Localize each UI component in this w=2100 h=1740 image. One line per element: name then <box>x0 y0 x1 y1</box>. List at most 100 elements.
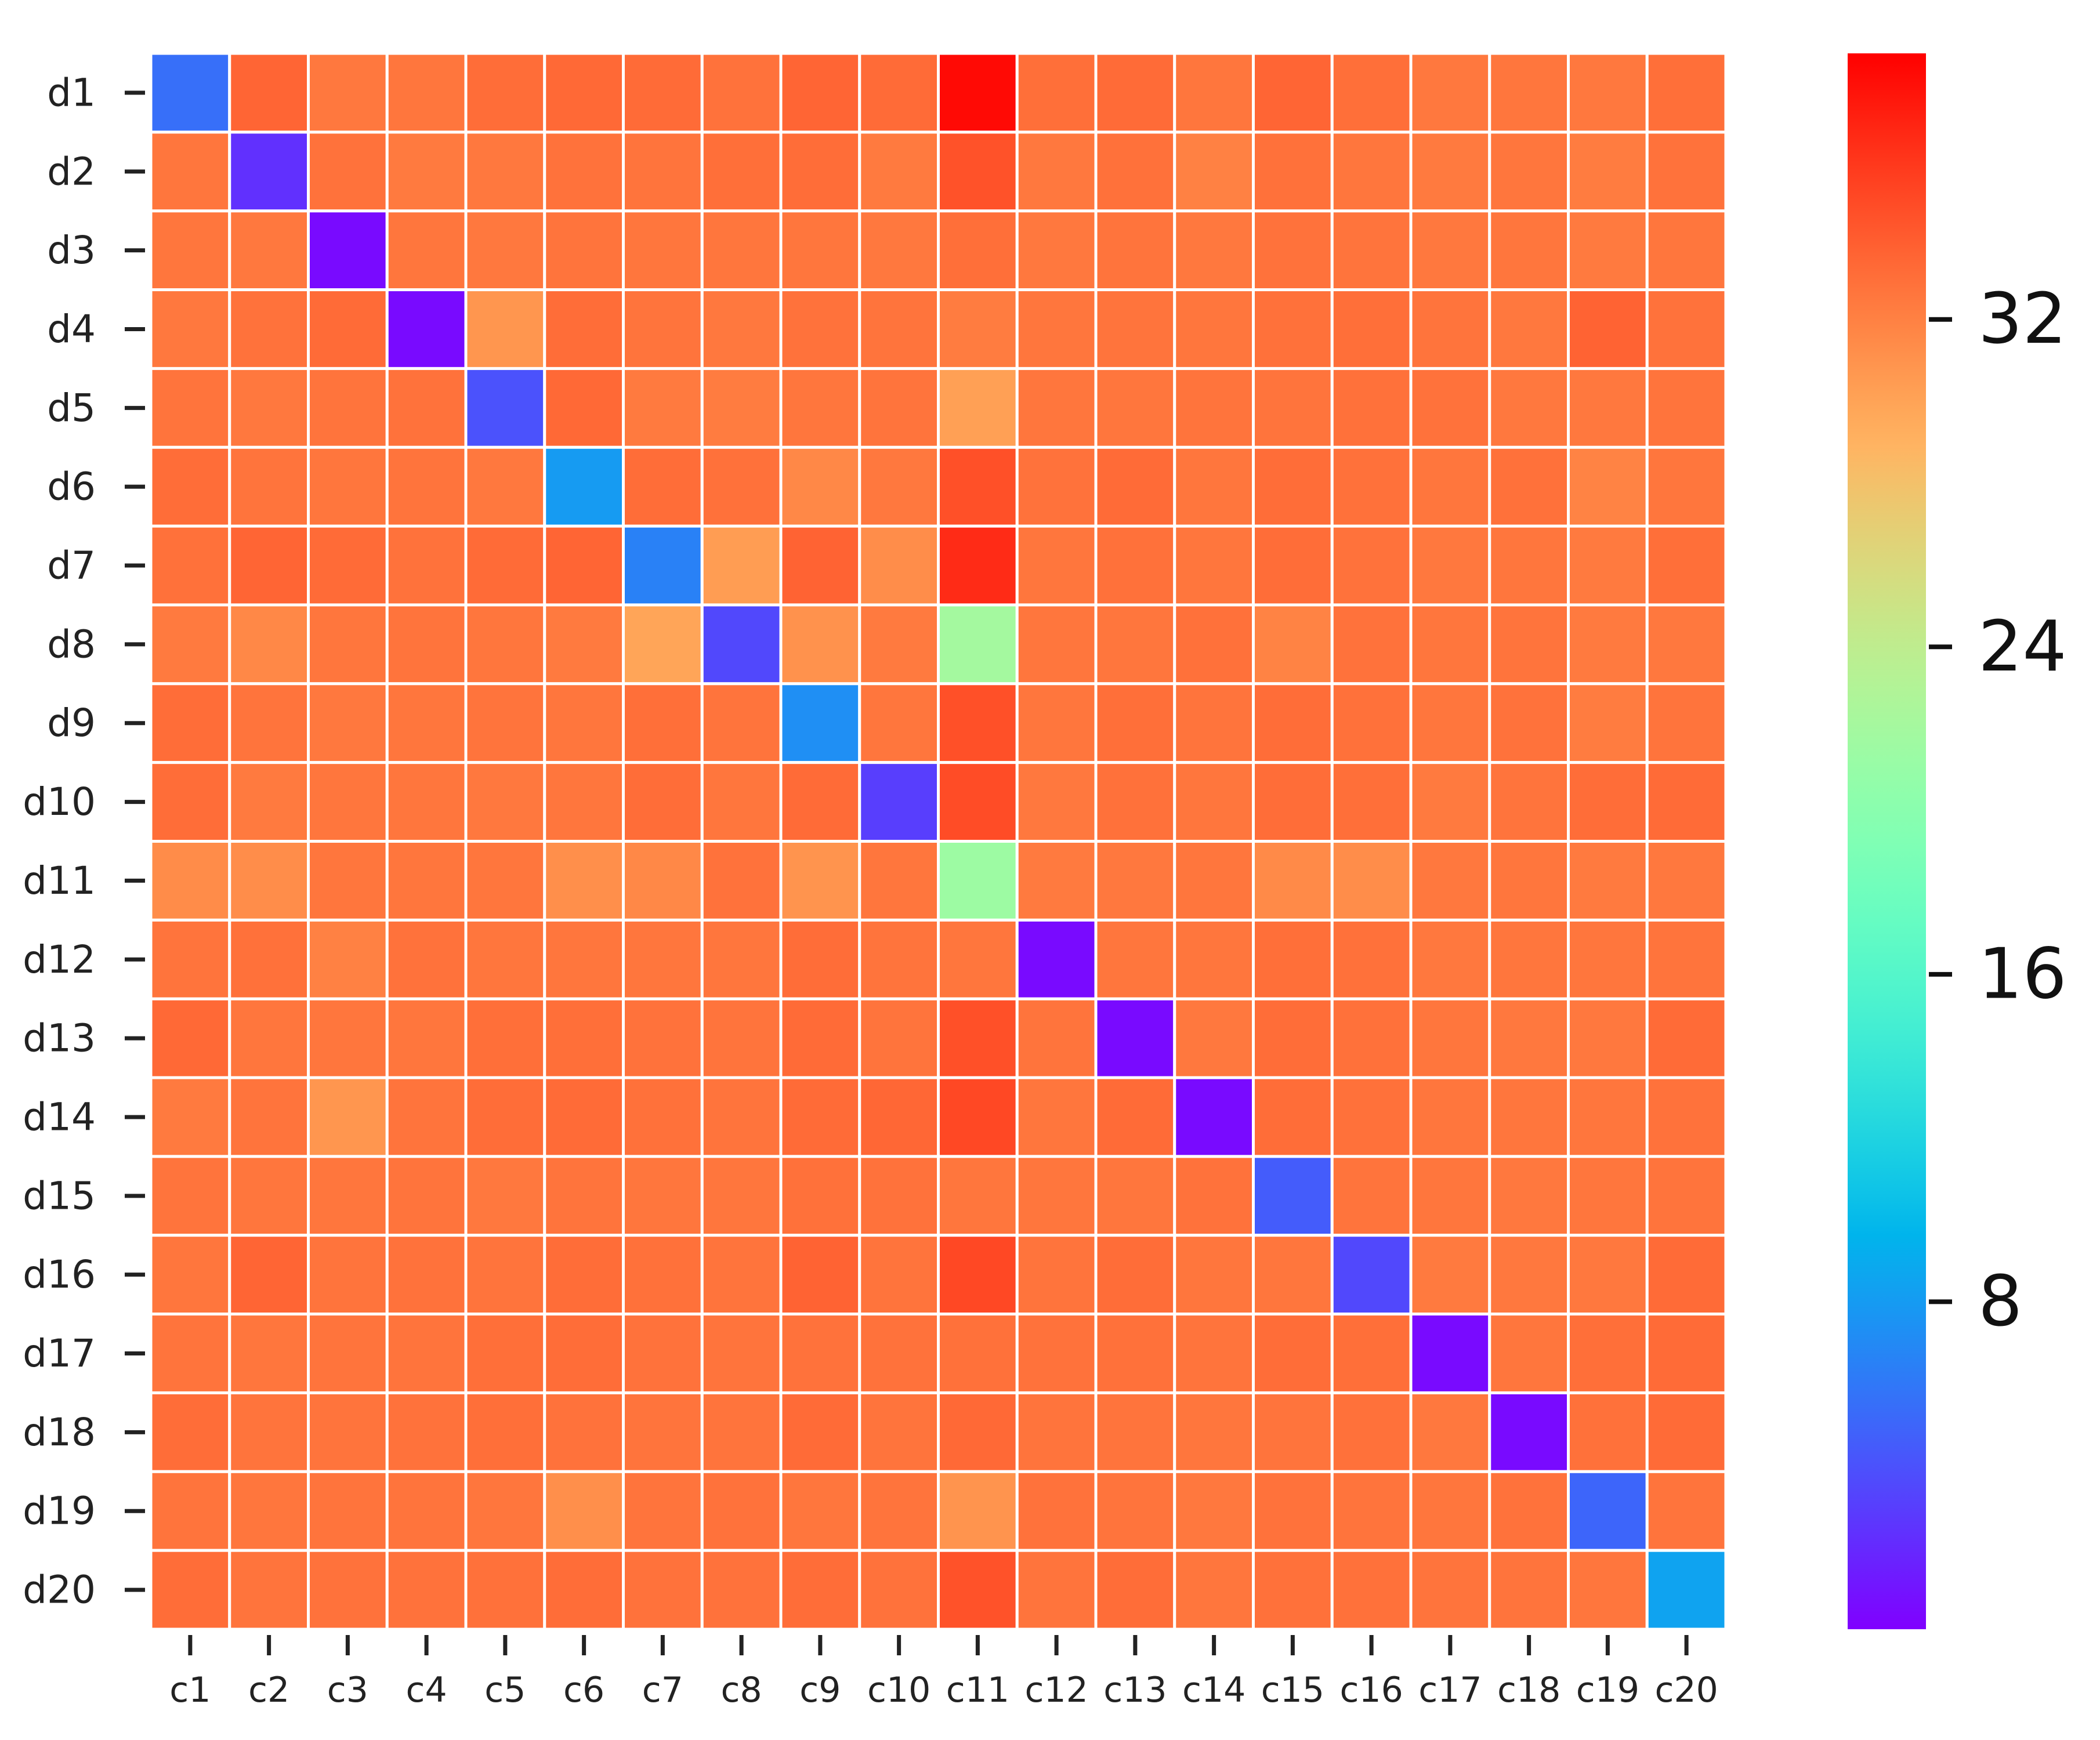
heatmap-cell-d12-c15 <box>1252 918 1334 1000</box>
heatmap-cell-d6-c17 <box>1409 445 1491 528</box>
heatmap-cell-d18-c17 <box>1409 1391 1491 1473</box>
heatmap-cell-d15-c17 <box>1409 1155 1491 1237</box>
heatmap-cell-d15-c3 <box>307 1155 389 1237</box>
heatmap-cell-d19-c5 <box>464 1470 546 1552</box>
heatmap-cell-d20-c13 <box>1094 1549 1176 1631</box>
column-label: c11 <box>946 1670 1009 1710</box>
heatmap-cell-d17-c1 <box>149 1313 231 1394</box>
heatmap-cell-d5-c17 <box>1409 367 1491 449</box>
column-label: c7 <box>642 1670 683 1710</box>
heatmap-cell-d17-c17 <box>1409 1313 1491 1394</box>
heatmap-cell-d9-c9 <box>779 682 861 764</box>
heatmap-cell-d6-c12 <box>1015 445 1098 528</box>
heatmap-cell-d15-c8 <box>700 1155 783 1237</box>
heatmap-cell-d3-c13 <box>1094 209 1176 292</box>
heatmap-cell-d2-c4 <box>385 130 468 213</box>
heatmap-cell-d18-c1 <box>149 1391 231 1473</box>
heatmap-cell-d17-c13 <box>1094 1313 1176 1394</box>
heatmap-cell-d14-c13 <box>1094 1076 1176 1158</box>
heatmap-cell-d18-c20 <box>1645 1391 1728 1473</box>
heatmap-cell-d7-c7 <box>622 524 704 607</box>
heatmap-cell-d17-c3 <box>307 1313 389 1394</box>
heatmap-cell-d14-c8 <box>700 1076 783 1158</box>
heatmap-cell-d3-c15 <box>1252 209 1334 292</box>
heatmap-cell-d5-c4 <box>385 367 468 449</box>
heatmap-cell-d19-c8 <box>700 1470 783 1552</box>
heatmap-cell-d8-c7 <box>622 603 704 686</box>
heatmap-cell-d12-c5 <box>464 918 546 1000</box>
heatmap-cell-d8-c6 <box>543 603 625 686</box>
heatmap-cell-d13-c17 <box>1409 997 1491 1079</box>
heatmap-cell-d10-c9 <box>779 761 861 843</box>
colorbar-tick-label: 8 <box>1978 1262 2022 1342</box>
heatmap-cell-d15-c10 <box>858 1155 940 1237</box>
heatmap-cell-d16-c10 <box>858 1234 940 1316</box>
heatmap-cell-d12-c17 <box>1409 918 1491 1000</box>
heatmap-cell-d16-c20 <box>1645 1234 1728 1316</box>
heatmap-cell-d1-c11 <box>937 52 1019 134</box>
heatmap-cell-d8-c3 <box>307 603 389 686</box>
heatmap-cell-d2-c18 <box>1488 130 1570 213</box>
row-label: d5 <box>47 386 96 430</box>
heatmap-cell-d7-c12 <box>1015 524 1098 607</box>
heatmap-cell-d17-c9 <box>779 1313 861 1394</box>
heatmap-cell-d2-c1 <box>149 130 231 213</box>
row-label: d11 <box>23 858 96 903</box>
heatmap-cell-d2-c16 <box>1330 130 1413 213</box>
heatmap-cell-d17-c7 <box>622 1313 704 1394</box>
heatmap-cell-d9-c7 <box>622 682 704 764</box>
heatmap-cell-d2-c11 <box>937 130 1019 213</box>
heatmap-cell-d7-c10 <box>858 524 940 607</box>
heatmap-cell-d10-c5 <box>464 761 546 843</box>
heatmap-cell-d18-c11 <box>937 1391 1019 1473</box>
colorbar-tick-label: 32 <box>1978 279 2067 360</box>
heatmap-cell-d4-c10 <box>858 288 940 370</box>
heatmap-cell-d12-c13 <box>1094 918 1176 1000</box>
heatmap-cell-d6-c20 <box>1645 445 1728 528</box>
heatmap-cell-d4-c15 <box>1252 288 1334 370</box>
row-label: d6 <box>47 465 96 509</box>
heatmap-cell-d7-c3 <box>307 524 389 607</box>
heatmap-cell-d9-c19 <box>1567 682 1649 764</box>
heatmap-cell-d16-c6 <box>543 1234 625 1316</box>
heatmap-cell-d7-c16 <box>1330 524 1413 607</box>
heatmap-cell-d1-c2 <box>228 52 310 134</box>
heatmap-cell-d15-c12 <box>1015 1155 1098 1237</box>
heatmap-cell-d16-c7 <box>622 1234 704 1316</box>
column-label: c9 <box>799 1670 841 1710</box>
heatmap-cell-d19-c18 <box>1488 1470 1570 1552</box>
heatmap-cell-d16-c5 <box>464 1234 546 1316</box>
heatmap-cell-d4-c6 <box>543 288 625 370</box>
row-label: d8 <box>47 622 96 666</box>
heatmap-cell-d15-c6 <box>543 1155 625 1237</box>
heatmap-cell-d15-c16 <box>1330 1155 1413 1237</box>
heatmap-cell-d7-c2 <box>228 524 310 607</box>
column-label: c3 <box>327 1670 368 1710</box>
heatmap-cell-d13-c11 <box>937 997 1019 1079</box>
column-label: c19 <box>1576 1670 1639 1710</box>
heatmap-cell-d20-c14 <box>1173 1549 1255 1631</box>
heatmap-cell-d8-c12 <box>1015 603 1098 686</box>
heatmap-cell-d17-c16 <box>1330 1313 1413 1394</box>
column-label: c5 <box>484 1670 526 1710</box>
heatmap-cell-d11-c1 <box>149 840 231 922</box>
heatmap-cell-d3-c7 <box>622 209 704 292</box>
heatmap-cell-d19-c10 <box>858 1470 940 1552</box>
heatmap-cell-d4-c16 <box>1330 288 1413 370</box>
heatmap-cell-d11-c8 <box>700 840 783 922</box>
heatmap-cell-d7-c9 <box>779 524 861 607</box>
heatmap-cell-d8-c14 <box>1173 603 1255 686</box>
heatmap-cell-d13-c8 <box>700 997 783 1079</box>
row-label: d17 <box>23 1331 96 1376</box>
heatmap-cell-d4-c1 <box>149 288 231 370</box>
row-label: d19 <box>23 1489 96 1534</box>
heatmap-cell-d20-c12 <box>1015 1549 1098 1631</box>
heatmap-cell-d20-c4 <box>385 1549 468 1631</box>
heatmap-cell-d10-c4 <box>385 761 468 843</box>
heatmap-cell-d5-c1 <box>149 367 231 449</box>
heatmap-cell-d18-c16 <box>1330 1391 1413 1473</box>
heatmap-cell-d18-c4 <box>385 1391 468 1473</box>
heatmap-cell-d16-c12 <box>1015 1234 1098 1316</box>
heatmap-cell-d9-c20 <box>1645 682 1728 764</box>
heatmap-cell-d12-c11 <box>937 918 1019 1000</box>
